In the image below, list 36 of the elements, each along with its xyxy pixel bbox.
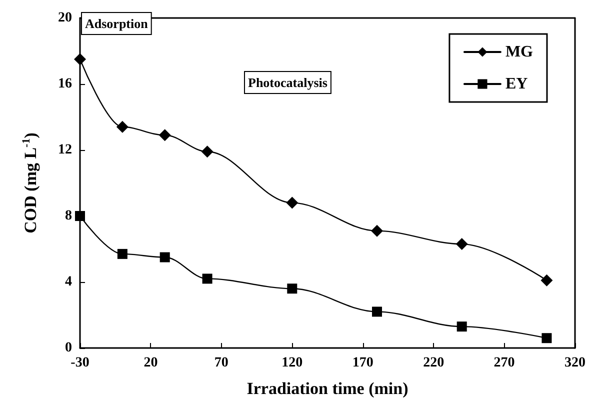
x-tick-label: 70: [214, 356, 228, 370]
y-tick-label: 20: [58, 10, 72, 26]
point: [371, 224, 383, 237]
y-tick-label: 16: [58, 76, 72, 92]
x-tick-label: 270: [494, 356, 515, 370]
x-tick-label: 170: [352, 356, 374, 370]
x-tick-label: -30: [70, 356, 90, 370]
x-tick-label: 320: [564, 356, 586, 370]
y-tick-label: 0: [65, 340, 72, 356]
y-axis-title: COD (mg L-1): [20, 132, 40, 234]
point: [201, 146, 214, 158]
annotation: Photocatalysis: [248, 75, 328, 90]
point: [117, 248, 128, 259]
point: [74, 53, 86, 66]
point: [116, 120, 128, 133]
annotation: Adsorption: [85, 16, 149, 31]
point: [456, 322, 467, 332]
point: [158, 129, 171, 142]
point: [456, 238, 468, 250]
point: [160, 252, 170, 262]
y-tick-label: 4: [65, 274, 72, 290]
x-tick-label: 220: [423, 356, 444, 370]
point: [540, 274, 553, 286]
x-axis-title: Irradiation time (min): [246, 379, 408, 398]
legend-label: EY: [505, 76, 528, 92]
point: [287, 284, 298, 294]
point: [542, 333, 552, 344]
y-tick-label: 12: [58, 142, 72, 158]
point: [202, 274, 212, 284]
point: [286, 196, 298, 209]
x-tick-label: 20: [144, 356, 158, 370]
legend-label: MG: [505, 44, 534, 60]
point: [372, 306, 382, 317]
y-tick-label: 8: [65, 208, 72, 224]
point: [75, 211, 85, 221]
x-tick-label: 120: [282, 356, 303, 370]
